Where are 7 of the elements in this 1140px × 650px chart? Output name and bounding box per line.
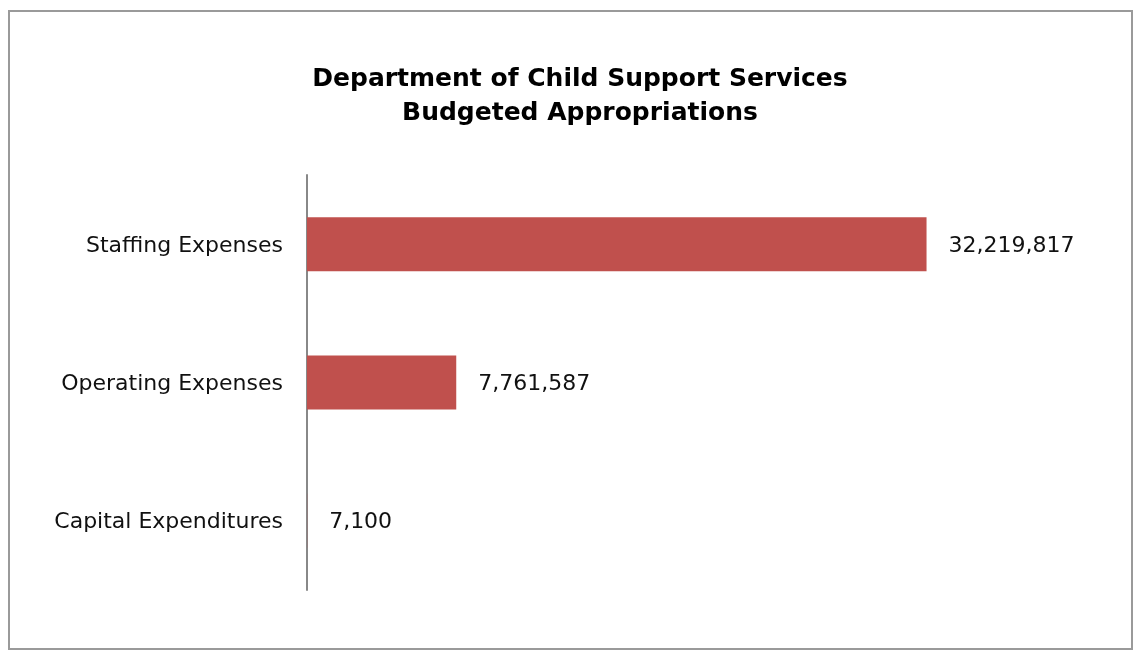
data-label: 32,219,817 bbox=[948, 231, 1075, 257]
y-tick-label: Capital Expenditures bbox=[54, 508, 283, 534]
data-label: 7,100 bbox=[329, 508, 393, 534]
chart-title: Department of Child Support Services Budgeted Appropriations bbox=[312, 62, 848, 126]
y-tick-label: Staffing Expenses bbox=[85, 231, 283, 257]
y-tick-label: Operating Expenses bbox=[61, 370, 283, 395]
data-label: 7,761,587 bbox=[478, 370, 591, 395]
